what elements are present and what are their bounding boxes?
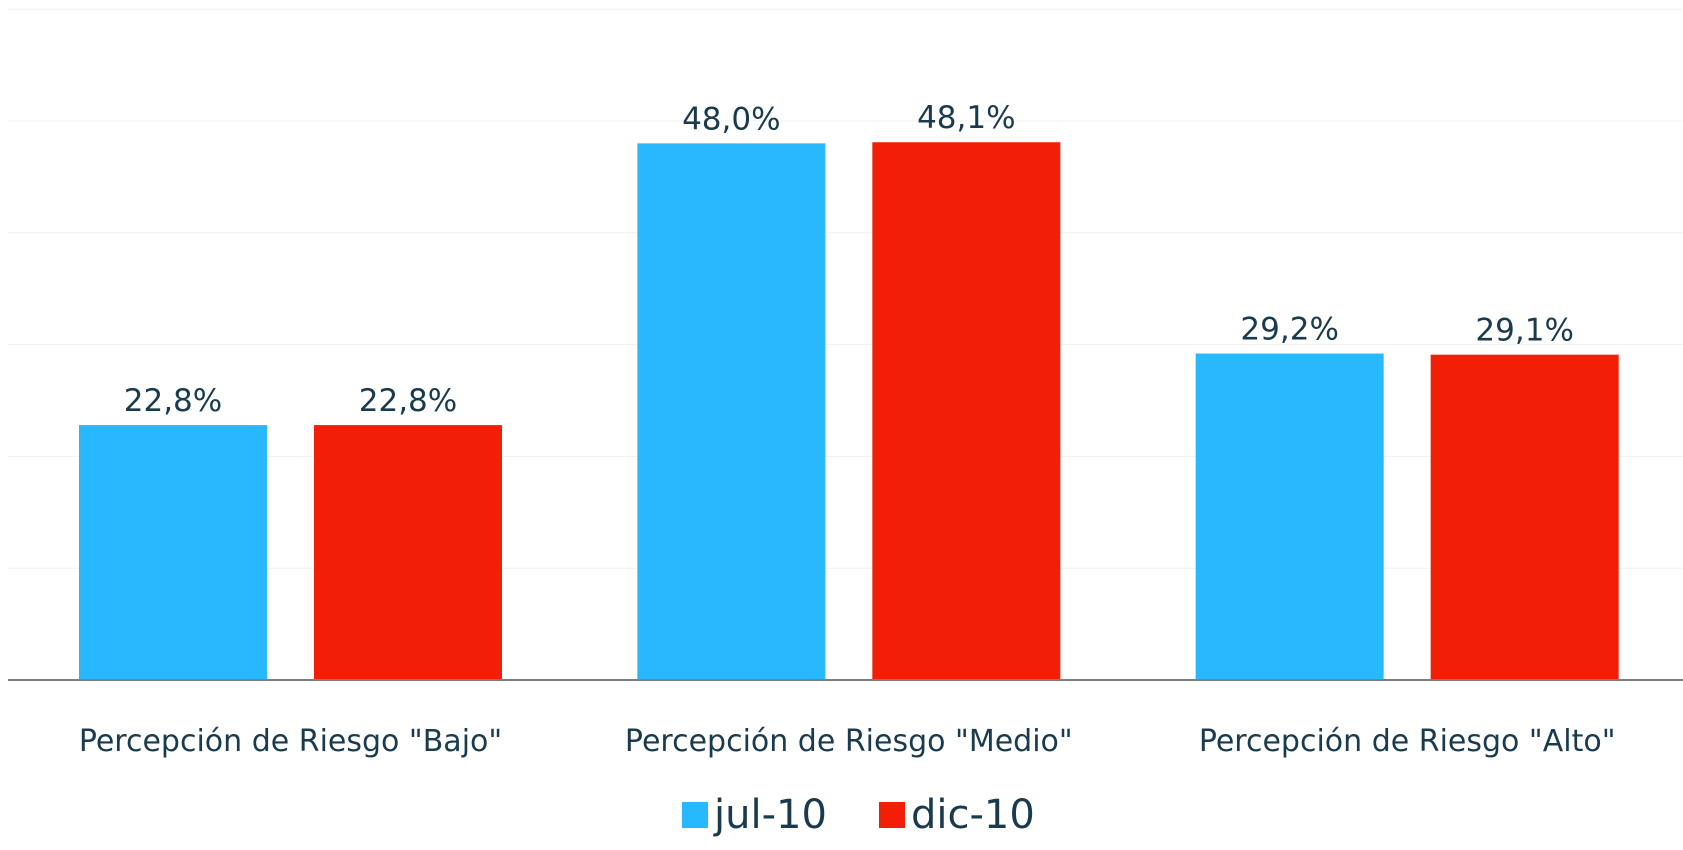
- legend-swatch-dic-10: [879, 802, 905, 828]
- category-label: Percepción de Riesgo "Medio": [625, 724, 1073, 759]
- legend-label: jul-10: [713, 792, 827, 838]
- category-labels: Percepción de Riesgo "Bajo" Percepción de…: [79, 724, 1616, 759]
- bar-dic-10-2: [872, 142, 1061, 680]
- gridlines: [8, 8, 1683, 569]
- bar-jul-10-3: [1195, 353, 1384, 680]
- legend: jul-10 dic-10: [682, 792, 1035, 838]
- bar-dic-10-3: [1430, 354, 1619, 680]
- category-label: Percepción de Riesgo "Bajo": [79, 724, 502, 759]
- legend-label: dic-10: [911, 792, 1035, 838]
- data-label: 22,8%: [359, 383, 457, 419]
- category-label: Percepción de Riesgo "Alto": [1199, 724, 1616, 759]
- data-label: 48,0%: [682, 101, 780, 137]
- bars: [79, 142, 1619, 681]
- data-label: 29,2%: [1240, 312, 1338, 348]
- data-label: 48,1%: [917, 100, 1015, 136]
- bar-jul-10-1: [79, 425, 267, 680]
- data-label: 29,1%: [1475, 313, 1573, 349]
- bar-dic-10-1: [314, 425, 502, 680]
- value-labels: 22,8% 22,8% 48,0% 48,1% 29,2% 29,1%: [124, 100, 1574, 419]
- data-label: 22,8%: [124, 383, 222, 419]
- bar-jul-10-2: [637, 143, 826, 681]
- legend-swatch-jul-10: [682, 802, 708, 828]
